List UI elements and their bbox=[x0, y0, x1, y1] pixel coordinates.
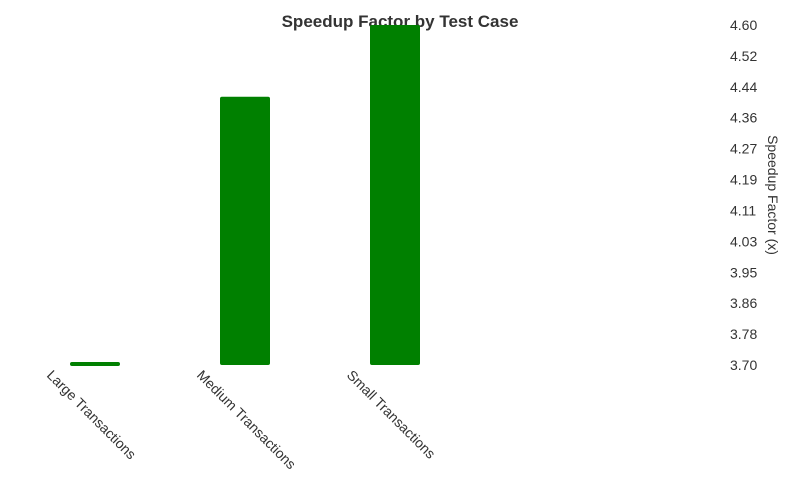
y-tick-label: 4.44 bbox=[730, 79, 757, 95]
y-tick-label: 4.52 bbox=[730, 48, 757, 64]
y-tick-label: 3.78 bbox=[730, 326, 757, 342]
bar-medium-transactions bbox=[220, 96, 270, 366]
y-tick-label: 4.03 bbox=[730, 233, 757, 249]
y-axis-title: Speedup Factor (x) bbox=[765, 135, 781, 255]
bar-large-transactions bbox=[70, 362, 120, 366]
x-tick-label: Large Transactions bbox=[44, 367, 140, 463]
y-tick-label: 4.19 bbox=[730, 172, 757, 188]
bar-small-transactions bbox=[370, 25, 420, 365]
y-tick-label: 3.95 bbox=[730, 264, 757, 280]
y-tick-label: 4.60 bbox=[730, 17, 757, 33]
y-tick-label: 4.36 bbox=[730, 110, 757, 126]
x-axis-labels: Large Transactions Medium Transactions Sma… bbox=[44, 367, 439, 472]
x-tick-label: Small Transactions bbox=[344, 367, 439, 462]
x-tick-label: Medium Transactions bbox=[194, 367, 299, 472]
y-axis-ticks: 3.70 3.78 3.86 3.95 4.03 4.11 4.19 4.27 4.36 4.44… bbox=[730, 17, 757, 373]
chart-title: Speedup Factor by Test Case bbox=[282, 12, 519, 31]
y-tick-label: 3.70 bbox=[730, 357, 757, 373]
bars-group bbox=[70, 25, 420, 366]
y-tick-label: 4.27 bbox=[730, 141, 757, 157]
y-tick-label: 4.11 bbox=[730, 202, 756, 218]
y-tick-label: 3.86 bbox=[730, 295, 757, 311]
